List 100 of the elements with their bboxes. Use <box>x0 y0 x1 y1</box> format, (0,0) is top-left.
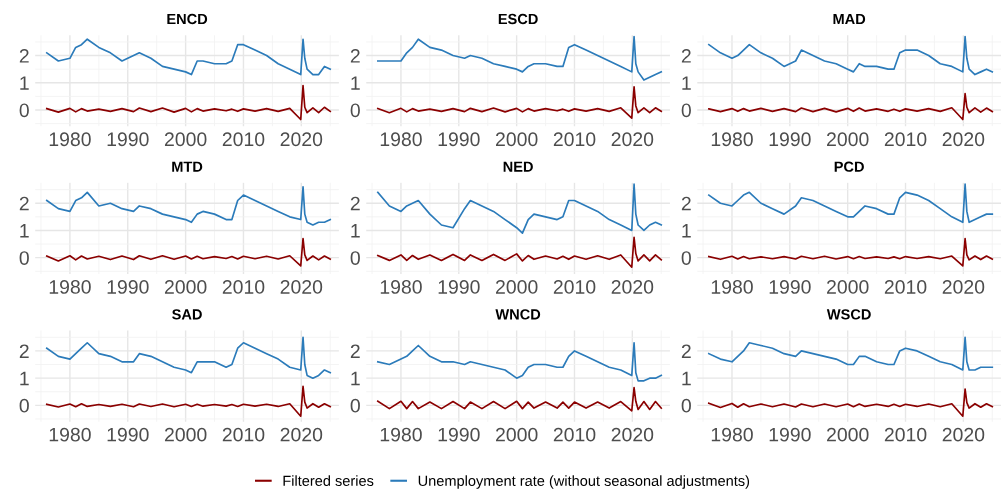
chart-title: ENCD <box>167 13 208 25</box>
x-tick-label: 1980 <box>380 132 422 147</box>
y-tick-label: 2 <box>681 49 691 63</box>
line-series <box>376 236 663 269</box>
y-tick-label: 2 <box>19 49 29 63</box>
x-tick-label: 2010 <box>553 132 596 147</box>
x-tick-label: 1990 <box>107 132 149 147</box>
line-series <box>708 35 994 76</box>
y-tick-label: 2 <box>350 196 360 211</box>
x-tick-label: 1990 <box>107 280 149 294</box>
y-tick-label: 1 <box>351 76 360 90</box>
x-tick-label: 2020 <box>942 427 985 442</box>
y-tick-label: 2 <box>681 196 691 211</box>
line-series <box>376 183 663 235</box>
line-series <box>708 183 994 224</box>
line-series <box>708 237 994 267</box>
line-series <box>45 385 332 418</box>
x-tick-label: 1990 <box>438 132 480 147</box>
y-tick-label: 2 <box>350 344 360 358</box>
x-tick-label: 1980 <box>380 280 422 294</box>
x-tick-label: 2010 <box>884 427 927 442</box>
x-tick-label: 1980 <box>711 427 753 442</box>
x-tick-label: 2000 <box>496 132 538 147</box>
y-tick-label: 1 <box>20 224 29 238</box>
chart-title: ESCD <box>498 13 538 25</box>
x-tick-label: 1980 <box>711 280 753 294</box>
x-tick-label: 2010 <box>884 132 927 147</box>
line-series <box>45 336 332 379</box>
x-tick-label: 1990 <box>438 280 480 294</box>
x-tick-label: 2020 <box>611 427 654 442</box>
y-tick-label: 0 <box>19 398 29 413</box>
x-tick-label: 2010 <box>884 280 927 294</box>
x-tick-label: 2020 <box>942 132 985 147</box>
x-tick-label: 1980 <box>380 427 422 442</box>
line-series <box>708 92 994 121</box>
x-tick-label: 1980 <box>49 280 91 294</box>
y-tick-label: 1 <box>351 224 360 238</box>
x-tick-label: 2020 <box>280 132 323 147</box>
y-tick-label: 0 <box>681 251 691 265</box>
legend-label: Unemployment rate (without seasonal adjustments) <box>418 475 750 489</box>
x-tick-label: 2010 <box>553 280 596 294</box>
chart-title: PCD <box>834 161 864 172</box>
line-series <box>45 38 332 76</box>
x-tick-label: 2000 <box>164 280 207 294</box>
line-series <box>376 341 663 382</box>
x-tick-label: 2000 <box>827 427 869 442</box>
x-tick-label: 2000 <box>827 132 869 147</box>
x-tick-label: 2000 <box>164 132 207 147</box>
y-tick-label: 0 <box>350 103 360 118</box>
chart-title: SAD <box>172 309 202 320</box>
x-tick-label: 2020 <box>280 427 323 442</box>
x-tick-label: 1980 <box>711 132 753 147</box>
x-tick-label: 2020 <box>942 280 985 294</box>
x-tick-label: 2020 <box>611 280 654 294</box>
legend-label: Filtered series <box>283 475 374 486</box>
x-tick-label: 2000 <box>496 280 538 294</box>
y-tick-label: 0 <box>350 251 360 265</box>
x-tick-label: 2010 <box>553 427 596 442</box>
y-tick-label: 1 <box>20 371 29 386</box>
line-series <box>45 237 332 267</box>
y-tick-label: 0 <box>681 103 691 118</box>
x-tick-label: 2000 <box>827 280 869 294</box>
x-tick-label: 1990 <box>769 280 811 294</box>
y-tick-label: 2 <box>681 344 691 358</box>
x-tick-label: 2020 <box>280 280 323 294</box>
x-tick-label: 2010 <box>222 427 265 442</box>
y-tick-label: 0 <box>19 103 29 118</box>
x-tick-label: 1990 <box>769 132 811 147</box>
line-series <box>708 388 994 418</box>
y-tick-label: 1 <box>682 76 691 90</box>
x-tick-label: 1990 <box>107 427 149 442</box>
x-tick-label: 1980 <box>49 132 91 147</box>
y-tick-label: 0 <box>19 251 29 265</box>
y-tick-label: 2 <box>19 196 29 211</box>
y-tick-label: 2 <box>19 344 29 358</box>
x-tick-label: 2010 <box>222 280 265 294</box>
x-tick-label: 1990 <box>769 427 811 442</box>
y-tick-label: 1 <box>351 371 360 386</box>
y-tick-label: 0 <box>681 398 691 413</box>
x-tick-label: 2020 <box>611 132 654 147</box>
line-series <box>376 35 663 81</box>
x-tick-label: 2000 <box>164 427 207 442</box>
x-tick-label: 1980 <box>49 427 91 442</box>
y-tick-label: 2 <box>350 49 360 63</box>
chart-title: MTD <box>172 161 203 172</box>
chart-title: MAD <box>833 14 866 25</box>
line-series <box>45 84 332 121</box>
line-series <box>376 386 663 412</box>
y-tick-label: 1 <box>20 76 29 90</box>
chart-title: NED <box>503 161 533 172</box>
line-series <box>708 336 994 371</box>
chart-title: WSCD <box>826 309 871 320</box>
y-tick-label: 0 <box>350 398 360 413</box>
x-tick-label: 1990 <box>438 427 480 442</box>
x-tick-label: 2000 <box>496 427 538 442</box>
x-tick-label: 2010 <box>222 132 265 147</box>
chart-title: WNCD <box>495 309 541 320</box>
y-tick-label: 1 <box>682 224 691 238</box>
line-series <box>45 186 332 226</box>
line-series <box>376 86 663 119</box>
